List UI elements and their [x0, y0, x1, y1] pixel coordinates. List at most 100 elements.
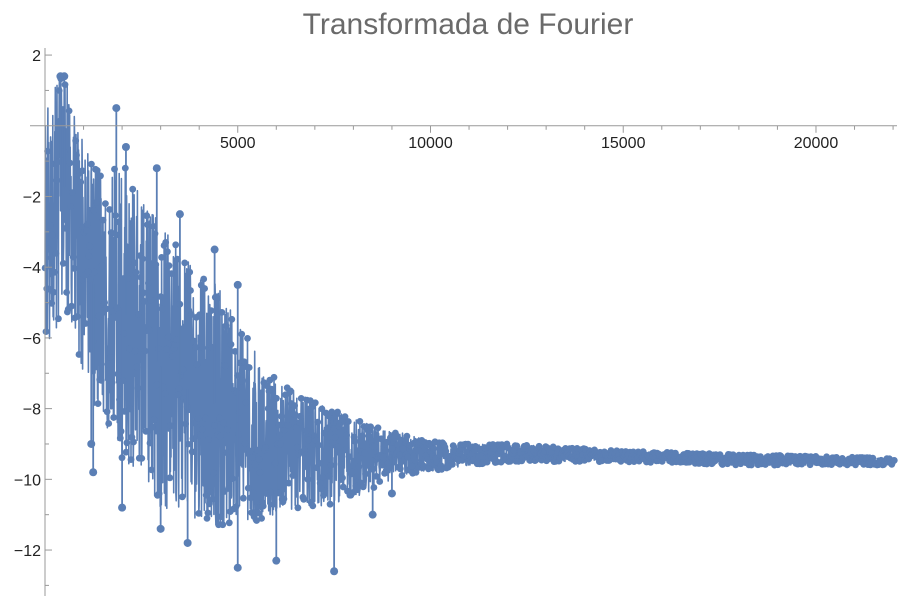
- data-point: [430, 445, 437, 453]
- data-point: [228, 315, 236, 323]
- data-point: [359, 483, 367, 491]
- data-point: [323, 445, 331, 453]
- data-point: [187, 287, 194, 294]
- data-point: [93, 199, 100, 206]
- data-point: [186, 268, 194, 276]
- data-point: [174, 391, 182, 399]
- data-point: [132, 268, 140, 276]
- data-point: [275, 421, 283, 429]
- data-point: [217, 513, 225, 521]
- data-point: [198, 425, 206, 433]
- data-point: [268, 402, 276, 409]
- x-tick-label: 20000: [794, 135, 839, 152]
- data-point: [245, 364, 253, 371]
- y-tick-label: −12: [14, 543, 41, 560]
- data-point: [161, 390, 169, 397]
- data-point: [153, 381, 161, 389]
- data-point: [44, 147, 51, 155]
- data-point: [326, 500, 334, 508]
- data-point: [291, 402, 298, 410]
- series-points: [41, 72, 898, 576]
- data-point: [321, 487, 329, 495]
- data-point: [126, 405, 134, 413]
- data-point: [142, 427, 150, 435]
- data-point: [46, 221, 54, 229]
- data-point: [112, 212, 119, 219]
- data-point: [239, 377, 247, 385]
- data-point: [55, 315, 62, 323]
- data-point: [207, 307, 215, 314]
- data-point: [122, 448, 130, 456]
- data-point: [316, 479, 324, 487]
- data-point: [168, 270, 175, 277]
- y-tick-label: −10: [14, 472, 41, 489]
- data-point: [374, 424, 382, 432]
- data-point: [280, 495, 288, 503]
- data-point: [152, 261, 160, 269]
- data-point: [165, 262, 173, 269]
- data-point: [203, 515, 211, 522]
- data-point: [270, 373, 278, 381]
- data-point: [325, 472, 333, 480]
- data-point: [301, 451, 309, 459]
- data-point: [138, 455, 146, 462]
- data-point: [78, 167, 86, 175]
- data-point: [65, 107, 73, 115]
- data-point: [175, 385, 183, 392]
- data-point: [141, 347, 149, 355]
- data-point: [304, 476, 312, 483]
- data-point: [241, 439, 249, 447]
- data-point: [278, 412, 285, 420]
- data-point: [162, 239, 170, 246]
- data-point: [424, 456, 431, 463]
- y-tick-label: −6: [23, 331, 41, 348]
- data-point: [45, 245, 52, 253]
- data-point: [113, 304, 121, 312]
- data-point: [74, 313, 81, 320]
- data-point: [59, 260, 67, 267]
- data-point: [167, 422, 175, 430]
- data-point: [87, 276, 94, 284]
- data-point: [93, 167, 101, 174]
- data-point: [140, 298, 148, 305]
- data-point: [277, 440, 284, 448]
- data-point: [890, 457, 898, 464]
- data-point: [98, 262, 106, 270]
- data-point: [179, 366, 187, 373]
- data-point: [287, 387, 294, 395]
- y-tick-label: 2: [32, 48, 41, 65]
- data-point: [240, 494, 247, 502]
- y-tick-label: −8: [23, 402, 41, 419]
- data-point: [246, 447, 254, 455]
- data-point: [117, 427, 125, 435]
- data-point: [392, 432, 400, 439]
- data-point: [82, 320, 89, 327]
- data-point: [139, 255, 147, 263]
- data-point: [173, 336, 180, 343]
- data-point: [163, 345, 171, 353]
- data-point: [289, 472, 297, 479]
- data-point: [199, 344, 207, 352]
- data-point: [146, 439, 154, 447]
- data-point: [442, 447, 450, 455]
- data-point: [349, 468, 356, 476]
- data-point: [404, 453, 412, 461]
- data-point: [293, 443, 301, 451]
- data-point: [91, 268, 99, 276]
- data-point: [88, 291, 96, 299]
- data-point: [164, 248, 171, 256]
- data-point: [68, 302, 75, 310]
- data-point: [309, 502, 317, 510]
- data-point: [339, 474, 346, 482]
- data-point: [67, 203, 75, 210]
- data-point: [209, 495, 217, 503]
- data-point: [123, 439, 131, 447]
- data-point: [159, 383, 167, 391]
- data-point: [69, 253, 77, 261]
- data-point: [305, 436, 312, 444]
- data-point: [150, 416, 158, 424]
- data-point: [208, 343, 216, 351]
- data-point: [276, 431, 284, 439]
- data-point: [130, 438, 137, 446]
